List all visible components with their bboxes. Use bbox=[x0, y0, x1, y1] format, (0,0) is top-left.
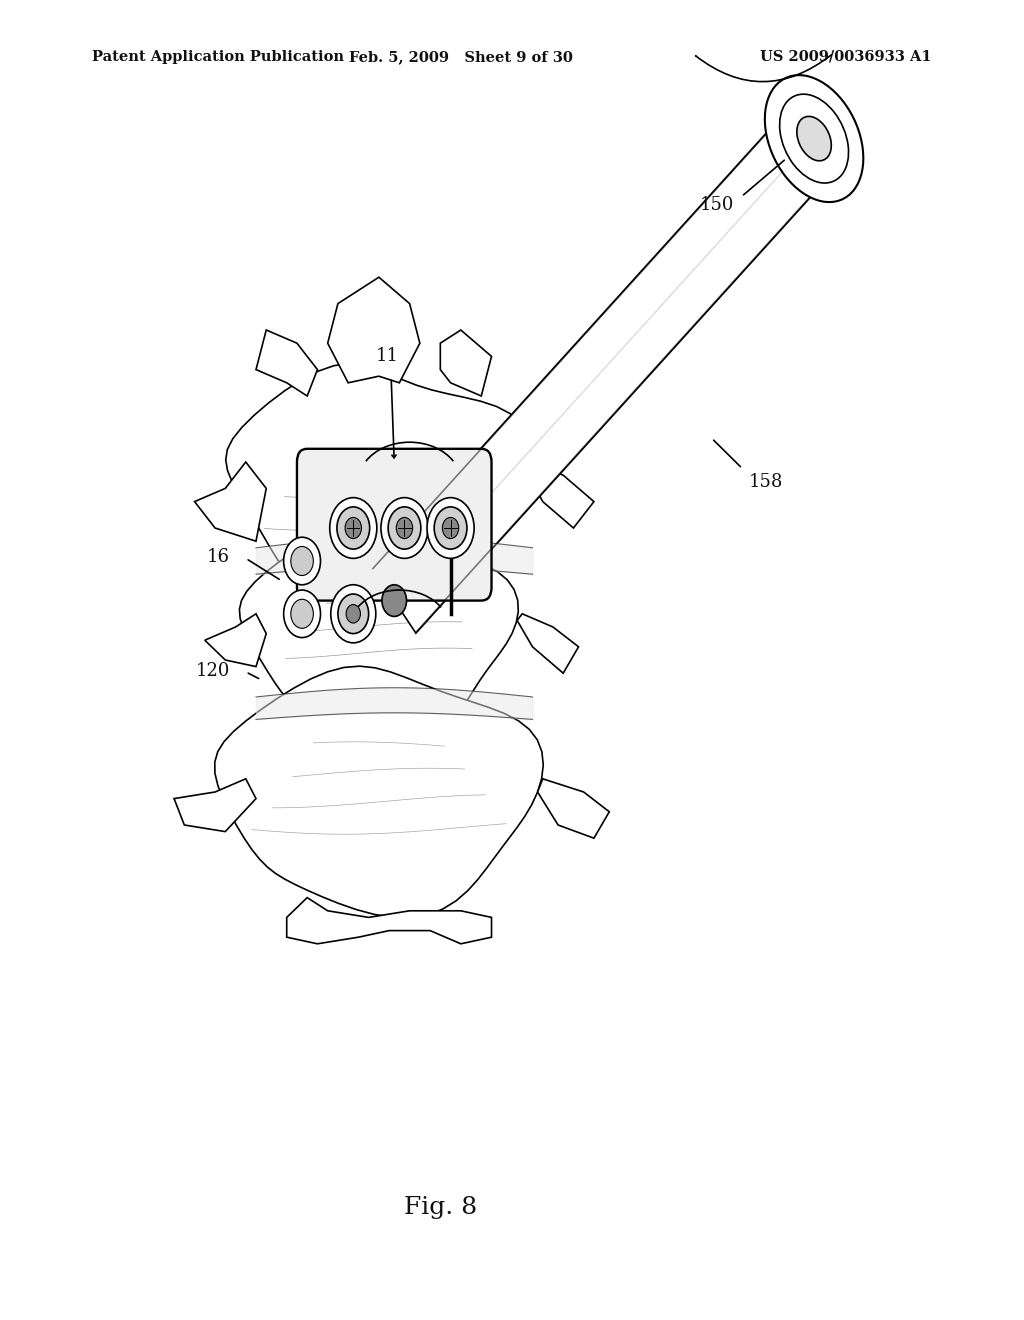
Polygon shape bbox=[205, 614, 266, 667]
Circle shape bbox=[381, 498, 428, 558]
Polygon shape bbox=[195, 462, 266, 541]
Ellipse shape bbox=[779, 94, 849, 183]
FancyBboxPatch shape bbox=[297, 449, 492, 601]
Polygon shape bbox=[373, 132, 810, 634]
Text: 150: 150 bbox=[699, 195, 734, 214]
Polygon shape bbox=[215, 667, 544, 917]
Polygon shape bbox=[328, 277, 420, 383]
Polygon shape bbox=[174, 779, 256, 832]
Polygon shape bbox=[517, 614, 579, 673]
Circle shape bbox=[331, 585, 376, 643]
Circle shape bbox=[346, 605, 360, 623]
Text: 16: 16 bbox=[207, 548, 229, 566]
Polygon shape bbox=[440, 330, 492, 396]
Circle shape bbox=[382, 585, 407, 616]
Text: Fig. 8: Fig. 8 bbox=[403, 1196, 477, 1220]
Text: Patent Application Publication: Patent Application Publication bbox=[92, 50, 344, 63]
Circle shape bbox=[291, 599, 313, 628]
Polygon shape bbox=[287, 898, 492, 944]
Polygon shape bbox=[240, 531, 518, 737]
Circle shape bbox=[396, 517, 413, 539]
Circle shape bbox=[291, 546, 313, 576]
Polygon shape bbox=[538, 779, 609, 838]
Circle shape bbox=[345, 517, 361, 539]
Polygon shape bbox=[256, 330, 317, 396]
Ellipse shape bbox=[797, 116, 831, 161]
Circle shape bbox=[442, 517, 459, 539]
Polygon shape bbox=[522, 462, 594, 528]
Circle shape bbox=[330, 498, 377, 558]
Circle shape bbox=[434, 507, 467, 549]
Text: 158: 158 bbox=[749, 473, 783, 491]
Circle shape bbox=[427, 498, 474, 558]
Text: Feb. 5, 2009   Sheet 9 of 30: Feb. 5, 2009 Sheet 9 of 30 bbox=[349, 50, 572, 63]
Circle shape bbox=[337, 507, 370, 549]
Ellipse shape bbox=[765, 75, 863, 202]
Text: US 2009/0036933 A1: US 2009/0036933 A1 bbox=[760, 50, 932, 63]
Polygon shape bbox=[225, 363, 531, 612]
Text: 120: 120 bbox=[196, 661, 230, 680]
Text: 11: 11 bbox=[376, 347, 398, 366]
Circle shape bbox=[388, 507, 421, 549]
FancyArrowPatch shape bbox=[695, 55, 831, 82]
Circle shape bbox=[284, 590, 321, 638]
Circle shape bbox=[284, 537, 321, 585]
Circle shape bbox=[338, 594, 369, 634]
